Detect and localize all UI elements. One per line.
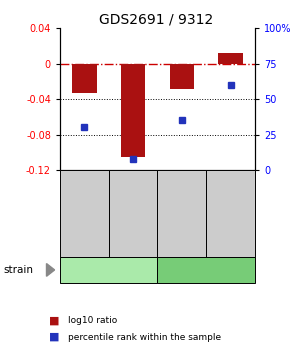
Text: ■: ■ <box>49 332 59 342</box>
Text: percentile rank within the sample: percentile rank within the sample <box>68 332 220 342</box>
Text: GDS2691 / 9312: GDS2691 / 9312 <box>99 12 213 27</box>
Text: dominant negative: dominant negative <box>167 266 246 274</box>
Bar <box>121 64 145 156</box>
Bar <box>170 64 194 88</box>
Text: strain: strain <box>3 265 33 275</box>
Text: ■: ■ <box>49 315 59 325</box>
Text: GSM176606: GSM176606 <box>80 186 89 241</box>
Text: log10 ratio: log10 ratio <box>68 316 117 325</box>
Bar <box>72 64 97 93</box>
Polygon shape <box>46 263 55 276</box>
Text: GSM175765: GSM175765 <box>226 186 235 241</box>
Bar <box>218 53 243 64</box>
Text: GSM176611: GSM176611 <box>129 186 138 241</box>
Text: GSM175764: GSM175764 <box>177 186 186 241</box>
Text: wild type: wild type <box>86 265 131 275</box>
